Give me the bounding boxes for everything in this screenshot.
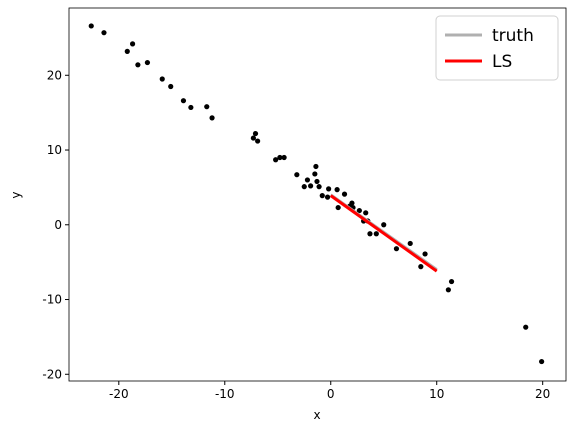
point	[301, 184, 307, 190]
x-tick-label: 0	[327, 387, 335, 401]
point	[349, 200, 355, 206]
point	[422, 251, 428, 257]
point	[381, 222, 387, 228]
point	[418, 264, 424, 270]
point	[308, 183, 314, 189]
x-tick-label: 20	[535, 387, 550, 401]
point	[250, 135, 256, 141]
point	[144, 59, 151, 66]
point	[407, 240, 413, 247]
point	[335, 204, 341, 211]
point	[367, 231, 373, 237]
point	[129, 41, 136, 47]
point	[373, 231, 379, 237]
point	[277, 154, 283, 161]
point	[124, 48, 130, 54]
x-tick-label: -10	[215, 387, 235, 401]
legend-label: truth	[492, 26, 534, 46]
point	[204, 104, 210, 110]
point	[135, 62, 141, 68]
point	[304, 177, 311, 183]
plot-frame	[68, 7, 567, 382]
y-tick-label: 10	[47, 143, 62, 157]
point	[255, 138, 261, 144]
line	[329, 194, 438, 273]
y-tick-label: -20	[42, 367, 62, 381]
point	[281, 154, 287, 161]
x-tick-label: -20	[109, 387, 129, 401]
point	[539, 358, 545, 365]
point	[88, 23, 94, 29]
point	[341, 191, 348, 197]
y-tick-label: 0	[54, 218, 62, 232]
point	[188, 104, 194, 111]
point	[273, 157, 279, 163]
y-tick-label: -10	[42, 293, 62, 307]
legend-box	[435, 15, 559, 81]
x-tick-label: 10	[429, 387, 444, 401]
point	[356, 207, 362, 214]
point	[252, 130, 259, 137]
point	[312, 171, 318, 177]
point	[180, 98, 187, 104]
x-axis-label: x	[313, 408, 320, 422]
point	[393, 246, 400, 252]
legend-label: LS	[492, 52, 512, 72]
point	[209, 115, 215, 121]
point	[294, 172, 300, 178]
point	[363, 210, 369, 216]
point	[319, 193, 325, 199]
point	[326, 186, 332, 192]
point	[314, 178, 320, 185]
point	[334, 187, 340, 193]
point	[523, 324, 529, 330]
point	[324, 194, 331, 200]
point	[159, 76, 165, 82]
point	[313, 163, 319, 170]
point	[448, 278, 455, 285]
y-axis-label: y	[9, 191, 23, 198]
point	[101, 30, 107, 36]
point	[445, 287, 451, 293]
legend: truth LS	[435, 15, 559, 81]
point	[316, 184, 322, 190]
point	[168, 83, 174, 90]
y-tick-label: 20	[47, 68, 62, 82]
